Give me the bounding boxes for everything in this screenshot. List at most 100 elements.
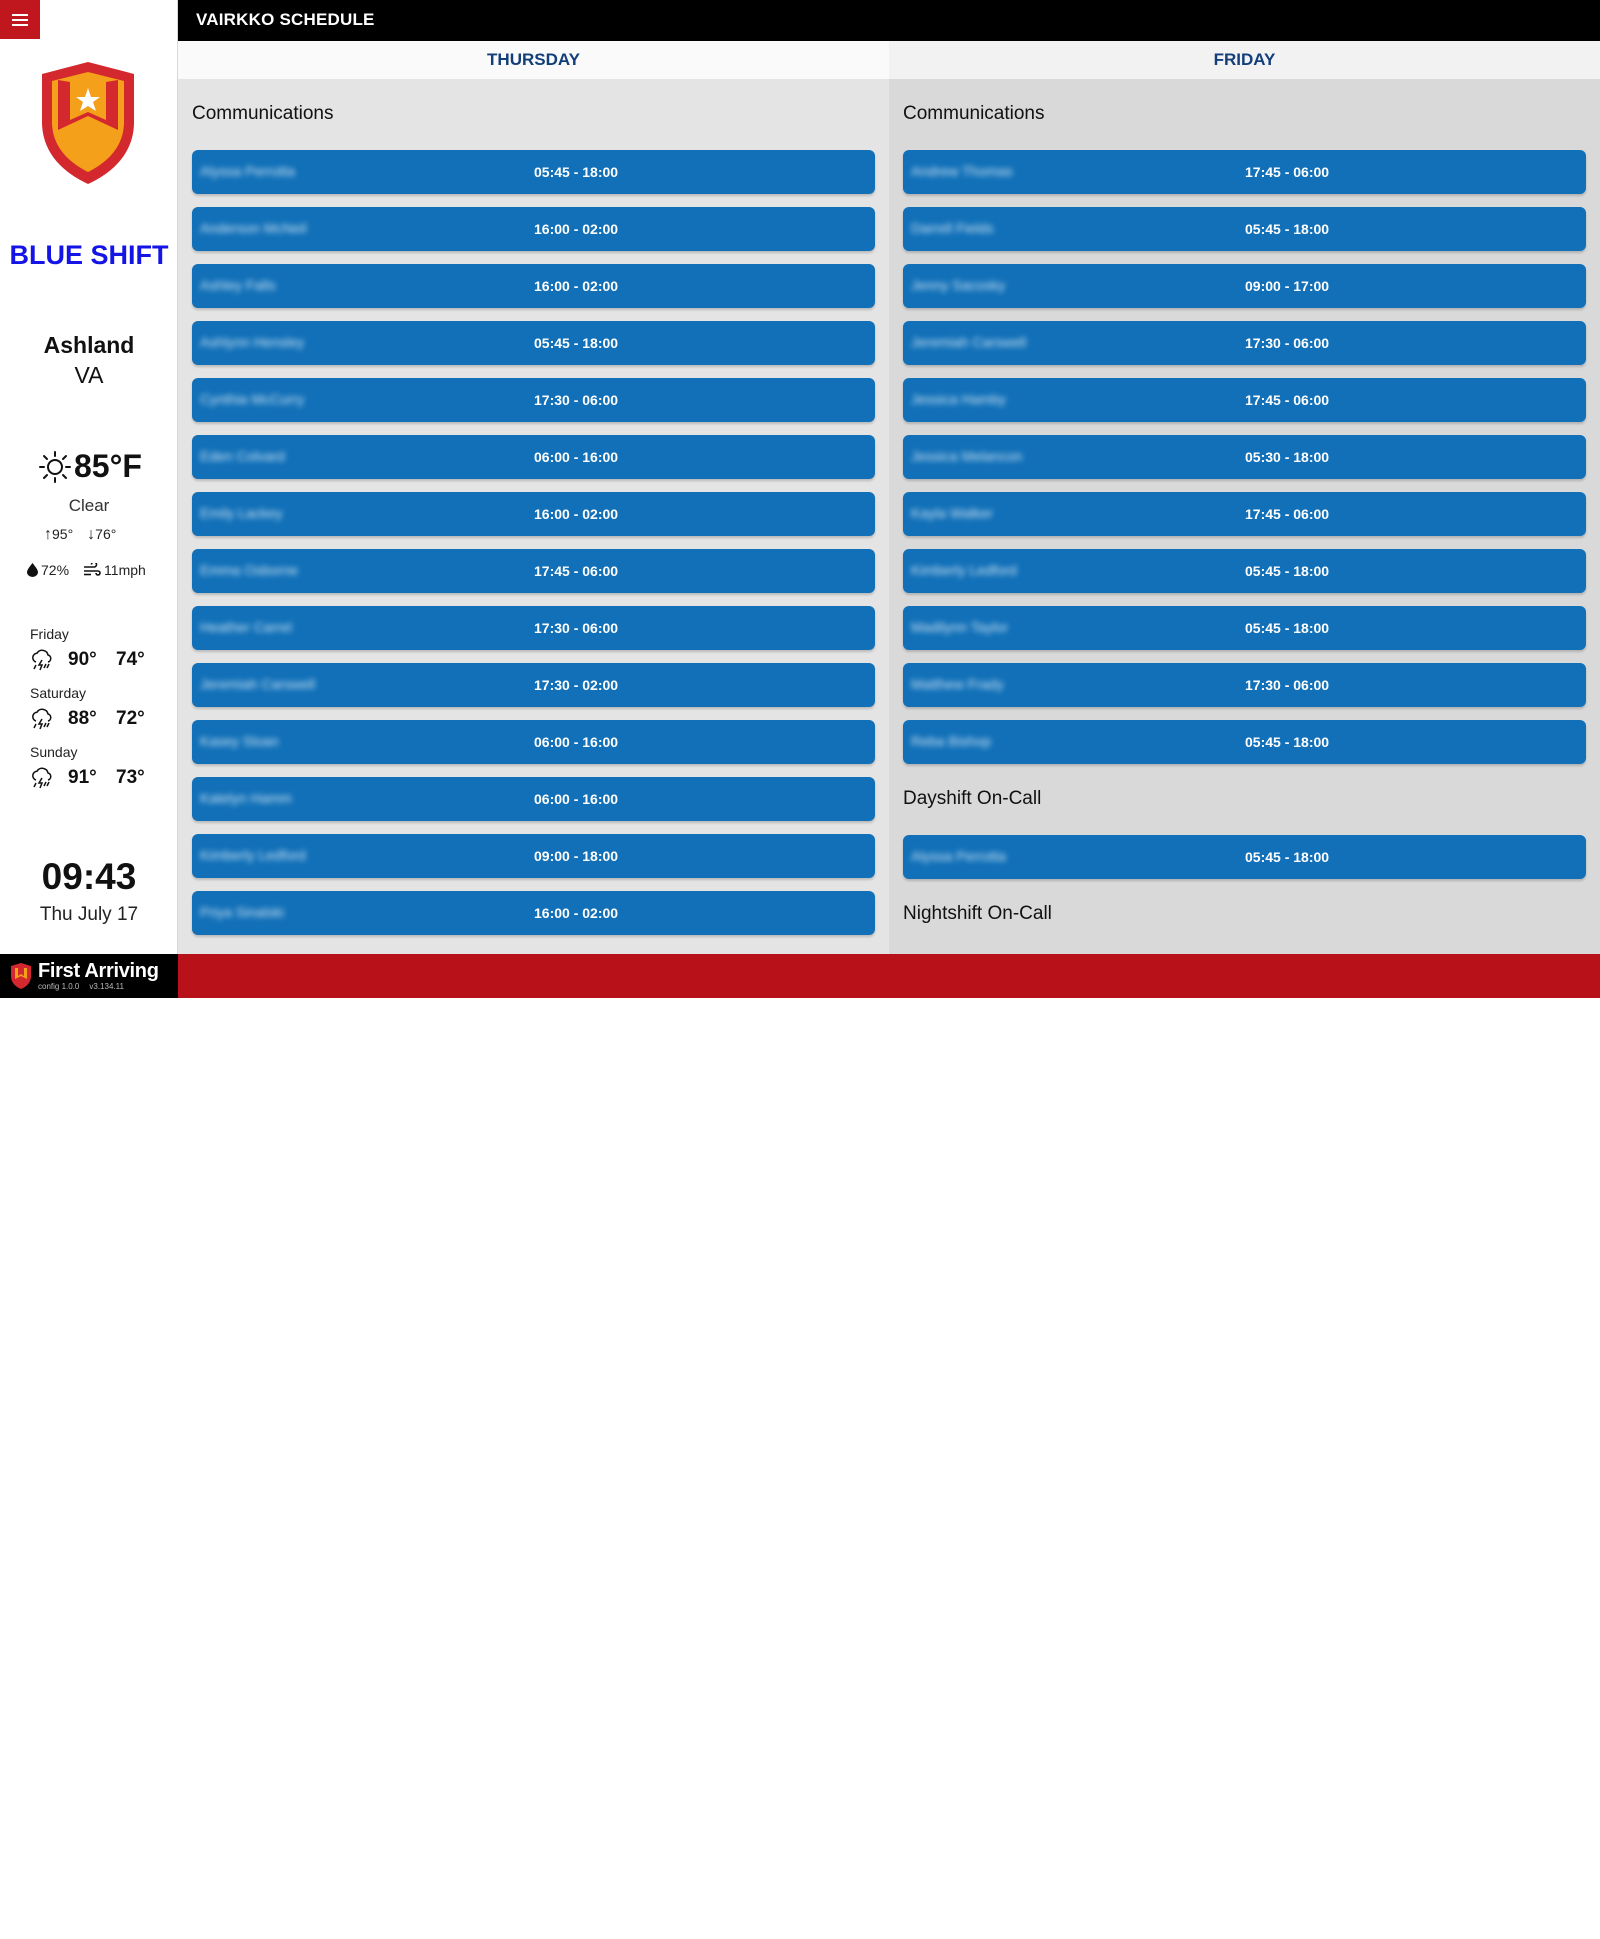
brand-name: First Arriving: [38, 960, 159, 982]
shift-row[interactable]: Eden Colvard 06:00 - 16:00: [192, 435, 875, 479]
shift-employee-name: Madilynn Taylor: [911, 619, 1009, 635]
forecast-high: 88°: [68, 708, 97, 729]
shift-employee-name: Andrew Thomas: [911, 163, 1013, 179]
schedule-group: Nightshift On-Call: [903, 893, 1586, 937]
forecast-day: Sunday 91° 73°: [30, 744, 170, 790]
shift-row[interactable]: Cynthia McCurry 17:30 - 06:00: [192, 378, 875, 422]
shift-row[interactable]: Alyssa Perrotta 05:45 - 18:00: [192, 150, 875, 194]
shift-employee-name: Jessica Melancon: [911, 448, 1023, 464]
day-column-friday[interactable]: Communications Andrew Thomas 17:45 - 06:0…: [889, 79, 1600, 954]
shift-row[interactable]: Kimberly Ledford 09:00 - 18:00: [192, 834, 875, 878]
shift-row[interactable]: Darrell Fields 05:45 - 18:00: [903, 207, 1586, 251]
shift-time: 16:00 - 02:00: [534, 221, 619, 237]
day-header-friday: FRIDAY: [889, 41, 1600, 79]
shift-employee-name: Kimberly Ledford: [200, 847, 306, 863]
shift-row[interactable]: Madilynn Taylor 05:45 - 18:00: [903, 606, 1586, 650]
shift-row[interactable]: Priya Sinalski 16:00 - 02:00: [192, 891, 875, 935]
shift-employee-name: Heather Carrel: [200, 619, 292, 635]
shift-employee-name: Emily Lackey: [200, 505, 283, 521]
shift-row[interactable]: Kimberly Ledford 05:45 - 18:00: [903, 549, 1586, 593]
department-shield-logo: [42, 62, 134, 184]
shift-row[interactable]: Jenny Sacosky 09:00 - 17:00: [903, 264, 1586, 308]
app-version: v3.134.11: [89, 982, 124, 991]
shift-employee-name: Alyssa Perrotta: [911, 848, 1006, 864]
shift-row[interactable]: Reba Bishop 05:45 - 18:00: [903, 720, 1586, 764]
shift-row[interactable]: Heather Carrel 17:30 - 06:00: [192, 606, 875, 650]
current-temperature: 85°F: [74, 448, 142, 484]
high-temp: 95°: [52, 526, 74, 542]
shift-row[interactable]: Ashlynn Hensley 05:45 - 18:00: [192, 321, 875, 365]
top-bar: VAIRKKO SCHEDULE: [178, 0, 1600, 41]
shift-row[interactable]: Ashley Falls 16:00 - 02:00: [192, 264, 875, 308]
hamburger-icon: [12, 13, 28, 16]
shift-time: 05:45 - 18:00: [534, 164, 619, 180]
shift-row[interactable]: Jessica Hamby 17:45 - 06:00: [903, 378, 1586, 422]
footer-edge-text: 9: [1589, 1918, 1600, 1938]
shift-time: 17:30 - 06:00: [1245, 335, 1330, 351]
shift-employee-name: Matthew Frady: [911, 676, 1004, 692]
shift-row[interactable]: Jeremiah Carswell 17:30 - 02:00: [192, 663, 875, 707]
shift-employee-name: Cynthia McCurry: [200, 391, 305, 407]
forecast-day: Friday 90° 74°: [30, 626, 170, 672]
high-low: ↑95° ↓76°: [44, 526, 116, 544]
day-header-thursday: THURSDAY: [178, 41, 889, 79]
shift-row[interactable]: Matthew Frady 17:30 - 06:00: [903, 663, 1586, 707]
forecast-low: 73°: [116, 767, 145, 788]
droplet-icon: [27, 563, 38, 577]
shift-row[interactable]: Emma Osborne 17:45 - 06:00: [192, 549, 875, 593]
shift-employee-name: Eden Colvard: [200, 448, 285, 464]
shift-time: 09:00 - 17:00: [1245, 278, 1330, 294]
shift-time: 05:30 - 18:00: [1245, 449, 1330, 465]
shift-time: 06:00 - 16:00: [534, 449, 619, 465]
forecast-day-label: Saturday: [30, 685, 87, 701]
shift-row[interactable]: Jessica Melancon 05:30 - 18:00: [903, 435, 1586, 479]
thunderstorm-icon: [32, 649, 52, 671]
day-column-thursday[interactable]: Communications Alyssa Perrotta 05:45 - 18…: [178, 79, 889, 954]
schedule-group: Dayshift On-Call Alyssa Perrotta 05:45 - …: [903, 778, 1586, 879]
wind-icon: [84, 563, 101, 576]
shift-employee-name: Ashley Falls: [200, 277, 276, 293]
shift-employee-name: Jenny Sacosky: [911, 277, 1006, 293]
forecast-day: Saturday 88° 72°: [30, 685, 170, 731]
forecast-high: 90°: [68, 649, 97, 670]
shift-time: 06:00 - 16:00: [534, 791, 619, 807]
humidity-wind: 72% 11mph: [27, 562, 146, 578]
weather-condition: Clear: [68, 496, 110, 515]
arrow-up-icon: ↑: [44, 526, 52, 543]
shift-row[interactable]: Jeremiah Carswell 17:30 - 06:00: [903, 321, 1586, 365]
shift-time: 16:00 - 02:00: [534, 905, 619, 921]
config-version: config 1.0.0: [38, 982, 80, 991]
shift-employee-name: Kayla Walker: [911, 505, 993, 521]
location-city: Ashland: [43, 332, 135, 358]
location-state: VA: [74, 362, 104, 388]
footer-bar: 9: [0, 954, 1600, 1938]
shift-time: 05:45 - 18:00: [1245, 849, 1330, 865]
shift-employee-name: Kimberly Ledford: [911, 562, 1017, 578]
shift-time: 05:45 - 18:00: [1245, 734, 1330, 750]
shift-employee-name: Jessica Hamby: [911, 391, 1006, 407]
shift-row[interactable]: Kayla Walker 17:45 - 06:00: [903, 492, 1586, 536]
shift-row[interactable]: Alyssa Perrotta 05:45 - 18:00: [903, 835, 1586, 879]
shift-time: 05:45 - 18:00: [1245, 221, 1330, 237]
shift-time: 17:45 - 06:00: [1245, 392, 1330, 408]
shift-row[interactable]: Andrew Thomas 17:45 - 06:00: [903, 150, 1586, 194]
shift-time: 17:30 - 06:00: [1245, 677, 1330, 693]
shift-employee-name: Jeremiah Carswell: [911, 334, 1027, 350]
shift-row[interactable]: Emily Lackey 16:00 - 02:00: [192, 492, 875, 536]
menu-button[interactable]: [0, 0, 40, 39]
shift-row[interactable]: Kasey Sloan 06:00 - 16:00: [192, 720, 875, 764]
shift-employee-name: Priya Sinalski: [200, 904, 285, 920]
low-temp: 76°: [95, 526, 117, 542]
shift-time: 16:00 - 02:00: [534, 278, 619, 294]
thunderstorm-icon: [32, 767, 52, 789]
forecast-day-label: Friday: [30, 626, 69, 642]
shift-time: 06:00 - 16:00: [534, 734, 619, 750]
shift-time: 05:45 - 18:00: [1245, 620, 1330, 636]
shift-employee-name: Kasey Sloan: [200, 733, 279, 749]
clock: 09:43: [41, 856, 137, 897]
shift-row[interactable]: Anderson McNeil 16:00 - 02:00: [192, 207, 875, 251]
shift-time: 09:00 - 18:00: [534, 848, 619, 864]
shift-row[interactable]: Katelyn Hamm 06:00 - 16:00: [192, 777, 875, 821]
page-title: VAIRKKO SCHEDULE: [196, 10, 375, 29]
group-title: Communications: [192, 103, 334, 124]
